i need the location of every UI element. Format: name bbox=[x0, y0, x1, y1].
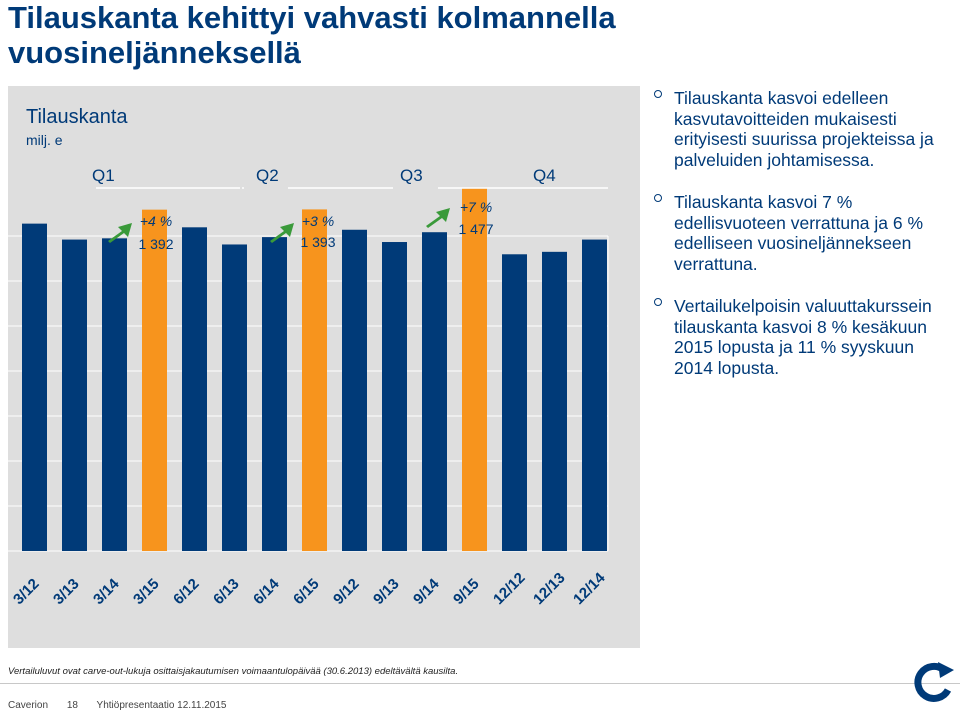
quarter-label-q3: Q3 bbox=[400, 166, 423, 185]
bar-12-14 bbox=[582, 239, 607, 551]
bar-3-12 bbox=[22, 223, 47, 552]
quarter-label-q4: Q4 bbox=[533, 166, 556, 185]
bullet-item: Vertailukelpoisin valuuttakurssein tilau… bbox=[652, 296, 957, 378]
bar-12-13 bbox=[542, 251, 567, 552]
chart-title: Tilauskanta bbox=[26, 106, 128, 128]
bar-6-14 bbox=[262, 237, 287, 551]
chart-unit: milj. e bbox=[26, 132, 63, 148]
footer-presentation: Yhtiöpresentaatio 12.11.2015 bbox=[96, 700, 227, 711]
footer-brand: Caverion bbox=[8, 700, 49, 711]
bullet-item: Tilauskanta kasvoi edelleen kasvutavoitt… bbox=[652, 88, 957, 170]
bar-9-12 bbox=[342, 229, 367, 551]
chart-panel: Tilauskanta milj. e Q1 Q2 Q3 Q4 +4 % 1 3… bbox=[8, 86, 640, 648]
bullet-circle-icon bbox=[654, 194, 662, 202]
bullet-circle-icon bbox=[654, 90, 662, 98]
bullet-circle-icon bbox=[654, 298, 662, 306]
bar-6-13 bbox=[222, 244, 247, 551]
slide-title: Tilauskanta kehittyi vahvasti kolmannell… bbox=[8, 0, 616, 70]
footer-divider bbox=[0, 683, 960, 684]
growth-arrow-icon bbox=[426, 208, 450, 228]
caverion-logo-icon bbox=[914, 662, 954, 702]
quarter-label-q1: Q1 bbox=[92, 166, 115, 185]
bullet-list: Tilauskanta kasvoi edelleen kasvutavoitt… bbox=[652, 88, 957, 400]
bar-3-15 bbox=[142, 209, 167, 551]
bar-12-12 bbox=[502, 254, 527, 551]
footnote: Vertailuluvut ovat carve-out-lukuja osit… bbox=[8, 666, 459, 677]
bar-6-15 bbox=[302, 209, 327, 551]
annotation-value-1: 1 392 bbox=[138, 236, 174, 252]
footer-page-number: 18 bbox=[66, 700, 78, 711]
annotation-change-2: +3 % bbox=[301, 213, 335, 229]
annotation-change-1: +4 % bbox=[139, 213, 173, 229]
quarter-label-q2: Q2 bbox=[256, 166, 279, 185]
annotation-value-2: 1 393 bbox=[300, 234, 336, 250]
growth-arrow-icon bbox=[108, 223, 132, 243]
footer: Caverion 18 Yhtiöpresentaatio 12.11.2015 bbox=[8, 700, 242, 711]
bar-9-14 bbox=[422, 232, 447, 551]
bullet-item: Tilauskanta kasvoi 7 % edellisvuoteen ve… bbox=[652, 192, 957, 274]
bar-3-14 bbox=[102, 238, 127, 551]
annotation-value-3: 1 477 bbox=[458, 221, 494, 237]
bar-6-12 bbox=[182, 227, 207, 551]
bar-9-15 bbox=[462, 188, 487, 551]
bar-3-13 bbox=[62, 239, 87, 551]
bar-chart bbox=[8, 187, 609, 552]
annotation-change-3: +7 % bbox=[459, 199, 493, 215]
bar-9-13 bbox=[382, 242, 407, 551]
growth-arrow-icon bbox=[270, 223, 294, 243]
